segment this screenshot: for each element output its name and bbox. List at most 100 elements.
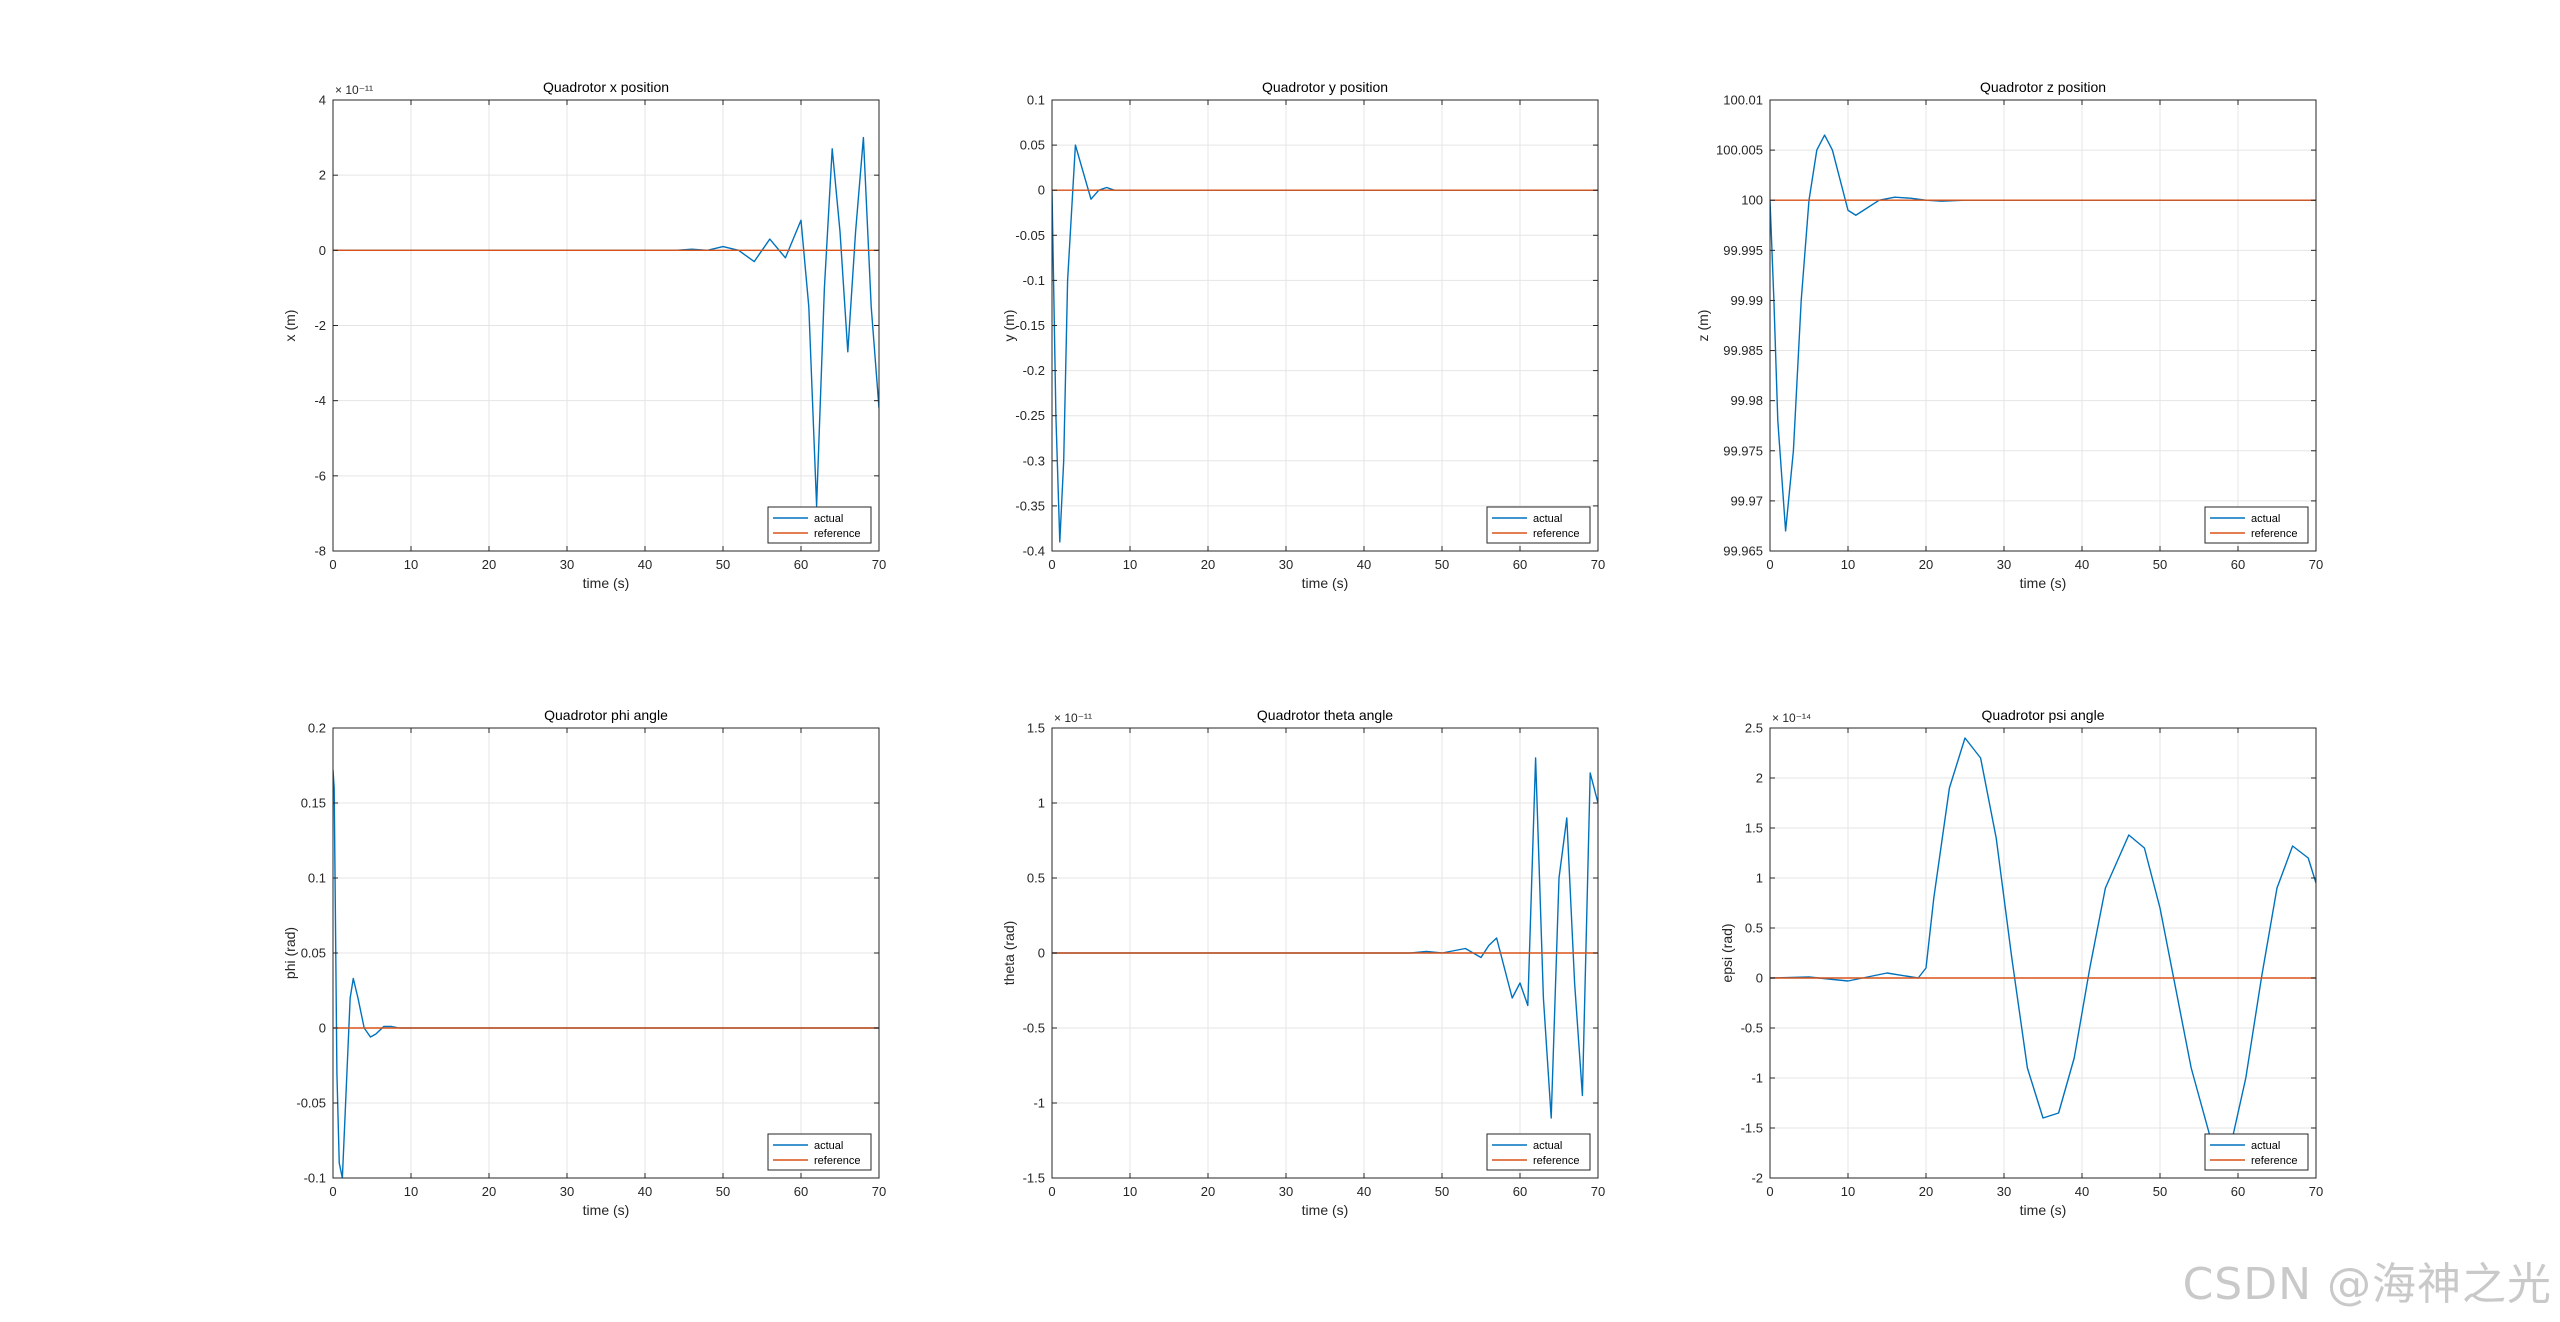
- x-tick-label: 30: [560, 557, 574, 572]
- x-tick-label: 60: [794, 557, 808, 572]
- subplot-1: 0 10 20 30 40 50 60 70 -8 -6 -4 -2 0 2 4 × 10⁻¹¹ Quadrot…: [282, 79, 886, 591]
- x-tick-label: 70: [872, 557, 886, 572]
- y-tick-label: -0.1: [1023, 273, 1045, 288]
- y-tick-label: 1.5: [1027, 721, 1045, 736]
- y-tick-label: -0.5: [1741, 1021, 1763, 1036]
- legend-label-actual: actual: [814, 513, 843, 525]
- legend-label-actual: actual: [814, 1140, 843, 1152]
- y-exponent-label: × 10⁻¹¹: [335, 83, 373, 97]
- y-axis-label: z (m): [1695, 310, 1711, 342]
- y-tick-label: 0: [319, 1021, 326, 1036]
- x-axis-label: time (s): [1302, 1202, 1349, 1218]
- x-axis-label: time (s): [1302, 575, 1349, 591]
- y-tick-label: 0.15: [301, 796, 326, 811]
- x-tick-label: 10: [1841, 557, 1855, 572]
- y-axis-label: x (m): [282, 310, 298, 342]
- x-tick-label: 20: [482, 1184, 496, 1199]
- y-axis-label: phi (rad): [282, 927, 298, 979]
- legend-label-actual: actual: [1533, 513, 1562, 525]
- chart-title: Quadrotor x position: [543, 79, 669, 95]
- x-axis-label: time (s): [2020, 1202, 2067, 1218]
- chart-title: Quadrotor phi angle: [544, 707, 668, 723]
- y-tick-label: 0.1: [308, 871, 326, 886]
- y-tick-label: -1: [1033, 1096, 1045, 1111]
- legend-label-actual: actual: [2251, 513, 2280, 525]
- x-tick-label: 70: [1591, 557, 1605, 572]
- y-tick-label: -0.35: [1015, 498, 1045, 513]
- x-tick-label: 0: [1766, 1184, 1773, 1199]
- x-tick-label: 50: [716, 557, 730, 572]
- watermark-text: CSDN @海神之光: [2182, 1259, 2552, 1310]
- y-tick-label: 2: [1756, 771, 1763, 786]
- y-tick-label: 0: [1756, 971, 1763, 986]
- x-tick-label: 10: [404, 557, 418, 572]
- subplot-5: 0 10 20 30 40 50 60 70 -1.5 -1 -0.5 0 0.5 1 1.5 × 10⁻¹¹…: [1001, 707, 1605, 1218]
- plot-area: [1770, 100, 2316, 551]
- x-tick-label: 30: [1279, 557, 1293, 572]
- y-tick-label: 0.5: [1027, 871, 1045, 886]
- y-tick-label: 2: [319, 168, 326, 183]
- legend-label-reference: reference: [2251, 1155, 2297, 1167]
- legend-box: [767, 1133, 872, 1171]
- legend-box: [1486, 506, 1591, 544]
- legend-box: [1486, 1133, 1591, 1171]
- x-tick-label: 50: [2153, 1184, 2167, 1199]
- x-tick-label: 20: [1201, 557, 1215, 572]
- x-tick-label: 40: [1357, 557, 1371, 572]
- y-tick-label: 4: [319, 93, 326, 108]
- y-tick-label: 100: [1741, 193, 1763, 208]
- legend: actual reference: [2204, 506, 2309, 544]
- x-axis-label: time (s): [2020, 575, 2067, 591]
- x-tick-label: 30: [1997, 1184, 2011, 1199]
- y-tick-label: -0.3: [1023, 453, 1045, 468]
- axes-box: [1769, 99, 2317, 552]
- x-tick-label: 0: [329, 557, 336, 572]
- x-tick-label: 40: [638, 557, 652, 572]
- x-tick-label: 30: [1997, 557, 2011, 572]
- x-axis-label: time (s): [583, 575, 630, 591]
- y-tick-label: -8: [314, 544, 326, 559]
- legend-label-reference: reference: [814, 1155, 860, 1167]
- subplot-3: 0 10 20 30 40 50 60 70 99.965 99.97 99.975 99.98 99.…: [1695, 79, 2323, 591]
- y-tick-label: -2: [1751, 1171, 1763, 1186]
- x-tick-label: 0: [1766, 557, 1773, 572]
- axes-box: [1769, 727, 2317, 1179]
- y-tick-label: 0.2: [308, 721, 326, 736]
- x-tick-label: 30: [560, 1184, 574, 1199]
- legend-label-actual: actual: [2251, 1140, 2280, 1152]
- y-tick-label: -0.05: [296, 1096, 326, 1111]
- y-axis-label: theta (rad): [1001, 921, 1017, 986]
- chart-title: Quadrotor psi angle: [1982, 707, 2105, 723]
- y-tick-label: -0.2: [1023, 363, 1045, 378]
- series-line-actual: [1770, 737, 2316, 1154]
- legend: actual reference: [2204, 1133, 2309, 1171]
- x-tick-label: 20: [482, 557, 496, 572]
- y-tick-label: 100.005: [1716, 143, 1763, 158]
- x-tick-label: 50: [1435, 557, 1449, 572]
- y-tick-label: 0.05: [301, 946, 326, 961]
- legend-label-reference: reference: [2251, 528, 2297, 540]
- y-axis-label: y (m): [1001, 310, 1017, 342]
- legend-label-reference: reference: [1533, 528, 1579, 540]
- x-tick-label: 50: [716, 1184, 730, 1199]
- y-tick-label: -0.4: [1023, 544, 1045, 559]
- x-tick-label: 40: [638, 1184, 652, 1199]
- subplot-2: 0 10 20 30 40 50 60 70 -0.4 -0.35 -0.3 -0.25 -0.2 -0.…: [1001, 79, 1605, 591]
- legend-box: [2204, 506, 2309, 544]
- x-tick-label: 0: [1048, 557, 1055, 572]
- y-tick-label: 99.98: [1730, 393, 1763, 408]
- x-tick-label: 60: [1513, 557, 1527, 572]
- plot-area: [1770, 728, 2316, 1178]
- x-tick-label: 60: [794, 1184, 808, 1199]
- legend: actual reference: [767, 1133, 872, 1171]
- y-tick-label: 99.97: [1730, 493, 1763, 508]
- x-tick-label: 10: [1841, 1184, 1855, 1199]
- subplot-4: 0 10 20 30 40 50 60 70 -0.1 -0.05 0 0.05 0.1 0.15 0.2 Q…: [282, 707, 886, 1218]
- y-exponent-label: × 10⁻¹⁴: [1772, 711, 1811, 725]
- y-tick-label: 99.995: [1723, 243, 1763, 258]
- y-tick-label: 0: [1038, 183, 1045, 198]
- y-tick-label: 1: [1756, 871, 1763, 886]
- y-tick-label: 0.1: [1027, 93, 1045, 108]
- y-tick-label: 0: [319, 243, 326, 258]
